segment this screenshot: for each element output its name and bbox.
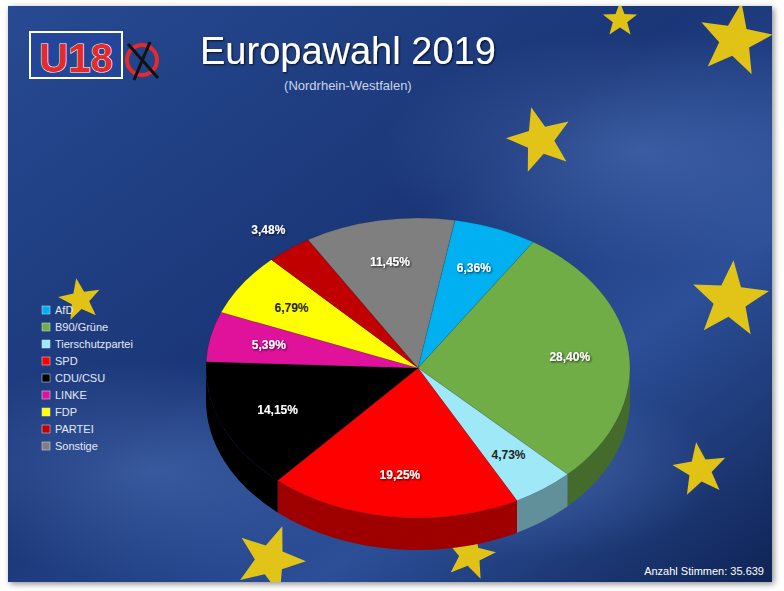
data-label: 6,79% (274, 301, 308, 315)
logo-text: U18 (39, 36, 112, 80)
flag-star (506, 107, 569, 172)
legend-swatch (42, 357, 50, 365)
legend-label: B90/Grüne (55, 321, 108, 333)
title: Europawahl 2019 (200, 30, 496, 72)
legend-label: AfD (55, 304, 73, 316)
data-label: 3,48% (251, 223, 285, 237)
subtitle: (Nordrhein-Westfalen) (284, 78, 412, 93)
legend-swatch (42, 391, 50, 399)
pie-slice (206, 362, 418, 481)
legend-swatch (42, 374, 50, 382)
vote-count: Anzahl Stimmen: 35.639 (644, 565, 764, 577)
data-label: 28,40% (549, 350, 590, 364)
data-label: 19,25% (380, 468, 421, 482)
data-label: 4,73% (491, 448, 525, 462)
pie-slice (308, 218, 455, 368)
legend-label: FDP (55, 406, 77, 418)
legend-swatch (42, 340, 50, 348)
flag-star (240, 526, 306, 582)
flag-star (603, 6, 637, 35)
legend-swatch (42, 425, 50, 433)
data-label: 11,45% (370, 255, 410, 269)
data-label: 14,15% (257, 403, 298, 417)
legend-swatch (42, 442, 50, 450)
flag-star (693, 260, 769, 334)
legend-swatch (42, 323, 50, 331)
pie-tops (206, 218, 630, 518)
legend-swatch (42, 408, 50, 416)
legend-label: CDU/CSU (55, 372, 105, 384)
legend-label: Tierschutzpartei (55, 338, 133, 350)
data-label: 5,39% (252, 338, 286, 352)
logo-icon (128, 42, 158, 80)
legend-label: SPD (55, 355, 78, 367)
legend-swatch (42, 306, 50, 314)
legend: AfD B90/Grüne Tierschutzpartei SPD CDU/CSU LI… (42, 304, 133, 452)
legend-label: LINKE (55, 389, 87, 401)
legend-label: PARTEI (55, 423, 94, 435)
flag-star (672, 442, 725, 494)
background (8, 6, 772, 582)
data-label: 6,36% (457, 261, 491, 275)
chart: U18 Europawahl 2019 (Nordrhein-Westfalen) 6… (0, 0, 784, 591)
legend-label: Sonstige (55, 440, 98, 452)
flag-star (701, 6, 772, 74)
data-labels: 6,36% 28,40% 4,73% 19,25% 14,15% 5,39% 6,79% 3,… (251, 223, 590, 482)
